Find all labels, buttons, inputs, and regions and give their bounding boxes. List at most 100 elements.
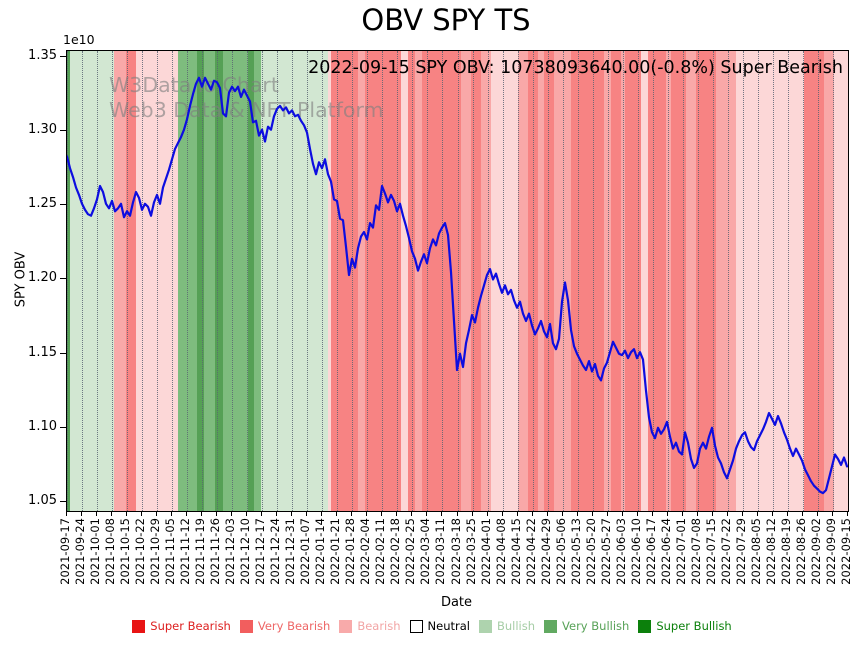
x-tick-mark	[201, 511, 203, 516]
x-tick-label: 2022-07-08	[688, 518, 703, 585]
x-tick-mark	[756, 511, 758, 516]
x-tick-mark	[847, 511, 848, 516]
legend-label: Very Bullish	[562, 619, 630, 633]
gridline	[457, 51, 459, 511]
gridline	[322, 51, 324, 511]
gridline	[367, 51, 369, 511]
x-tick-mark	[561, 511, 563, 516]
x-tick-mark	[411, 511, 413, 516]
x-tick-label: 2022-08-26	[793, 518, 808, 585]
x-tick-mark	[786, 511, 788, 516]
sentiment-band-very-bearish	[114, 51, 126, 511]
x-tick-mark	[591, 511, 593, 516]
legend-label: Very Bearish	[257, 619, 331, 633]
x-tick-mark	[261, 511, 263, 516]
x-tick-label: 2022-09-15	[839, 518, 853, 585]
gridline	[848, 51, 849, 511]
sentiment-band-super-bearish	[648, 51, 666, 511]
gridline	[742, 51, 744, 511]
x-tick-mark	[456, 511, 458, 516]
x-tick-label: 2021-10-01	[88, 518, 103, 585]
sentiment-band-super-bearish	[611, 51, 621, 511]
x-tick-mark	[831, 511, 833, 516]
gridline	[532, 51, 534, 511]
legend-swatch-icon	[409, 619, 423, 633]
sentiment-band-bearish	[641, 51, 648, 511]
legend-swatch-icon	[544, 619, 558, 633]
x-tick-label: 2022-03-11	[433, 518, 448, 585]
x-tick-mark	[531, 511, 533, 516]
x-tick-label: 2022-01-07	[298, 518, 313, 585]
gridline	[352, 51, 354, 511]
sentiment-band-bearish	[328, 51, 331, 511]
x-tick-mark	[246, 511, 248, 516]
x-tick-mark	[696, 511, 698, 516]
legend-item-bearish: Bearish	[339, 619, 401, 633]
gridline	[337, 51, 339, 511]
gridline	[517, 51, 519, 511]
x-tick-mark	[711, 511, 713, 516]
gridline	[127, 51, 129, 511]
gridline	[592, 51, 594, 511]
sentiment-band-super-bullish	[215, 51, 223, 511]
x-tick-mark	[306, 511, 308, 516]
x-tick-mark	[396, 511, 398, 516]
x-tick-label: 2021-11-19	[193, 518, 208, 585]
sentiment-band-super-bearish	[422, 51, 461, 511]
y-tick-mark	[60, 426, 66, 428]
x-tick-label: 2022-06-10	[628, 518, 643, 585]
x-tick-label: 2021-11-12	[178, 518, 193, 585]
sentiment-band-bearish	[491, 51, 518, 511]
sentiment-band-very-bearish	[461, 51, 471, 511]
sentiment-band-super-bearish	[331, 51, 358, 511]
x-tick-mark	[471, 511, 473, 516]
sentiment-band-very-bullish	[223, 51, 248, 511]
legend-swatch-icon	[132, 619, 146, 633]
x-tick-label: 2022-03-18	[448, 518, 463, 585]
x-tick-mark	[336, 511, 338, 516]
x-tick-mark	[546, 511, 548, 516]
sentiment-band-very-bearish	[686, 51, 696, 511]
x-tick-mark	[801, 511, 803, 516]
gridline	[412, 51, 414, 511]
x-tick-mark	[291, 511, 293, 516]
legend-item-very-bullish: Very Bullish	[544, 619, 629, 633]
x-tick-label: 2022-07-29	[733, 518, 748, 585]
y-tick-label: 1.15	[28, 344, 57, 360]
legend-item-neutral: Neutral	[409, 619, 470, 633]
y-tick-label: 1.25	[28, 196, 57, 212]
annotation-latest-value: 2022-09-15 SPY OBV: 10738093640.00(-0.8%…	[308, 58, 843, 78]
x-tick-label: 2021-11-05	[163, 518, 178, 585]
x-tick-mark	[381, 511, 383, 516]
gridline	[442, 51, 444, 511]
gridline	[772, 51, 774, 511]
gridline	[652, 51, 654, 511]
gridline	[172, 51, 174, 511]
sentiment-band-very-bearish	[716, 51, 736, 511]
legend: Super Bearish Very Bearish Bearish Neutral B…	[0, 619, 864, 633]
x-tick-mark	[171, 511, 173, 516]
x-tick-label: 2022-08-19	[778, 518, 793, 585]
x-tick-label: 2021-12-03	[223, 518, 238, 585]
x-tick-label: 2021-12-10	[238, 518, 253, 585]
x-tick-label: 2022-05-20	[583, 518, 598, 585]
sentiment-band-super-bearish	[126, 51, 136, 511]
gridline	[247, 51, 249, 511]
x-tick-label: 2022-02-11	[373, 518, 388, 585]
gridline	[262, 51, 264, 511]
x-tick-mark	[666, 511, 668, 516]
x-tick-mark	[66, 511, 67, 516]
gridline	[382, 51, 384, 511]
x-tick-mark	[816, 511, 818, 516]
sentiment-band-super-bearish	[804, 51, 824, 511]
gridline	[397, 51, 399, 511]
x-tick-label: 2022-04-29	[538, 518, 553, 585]
gridline	[202, 51, 204, 511]
x-tick-label: 2022-04-01	[478, 518, 493, 585]
gridline	[427, 51, 429, 511]
gridline	[187, 51, 189, 511]
gridline	[637, 51, 639, 511]
x-tick-mark	[111, 511, 113, 516]
x-tick-label: 2022-01-28	[343, 518, 358, 585]
